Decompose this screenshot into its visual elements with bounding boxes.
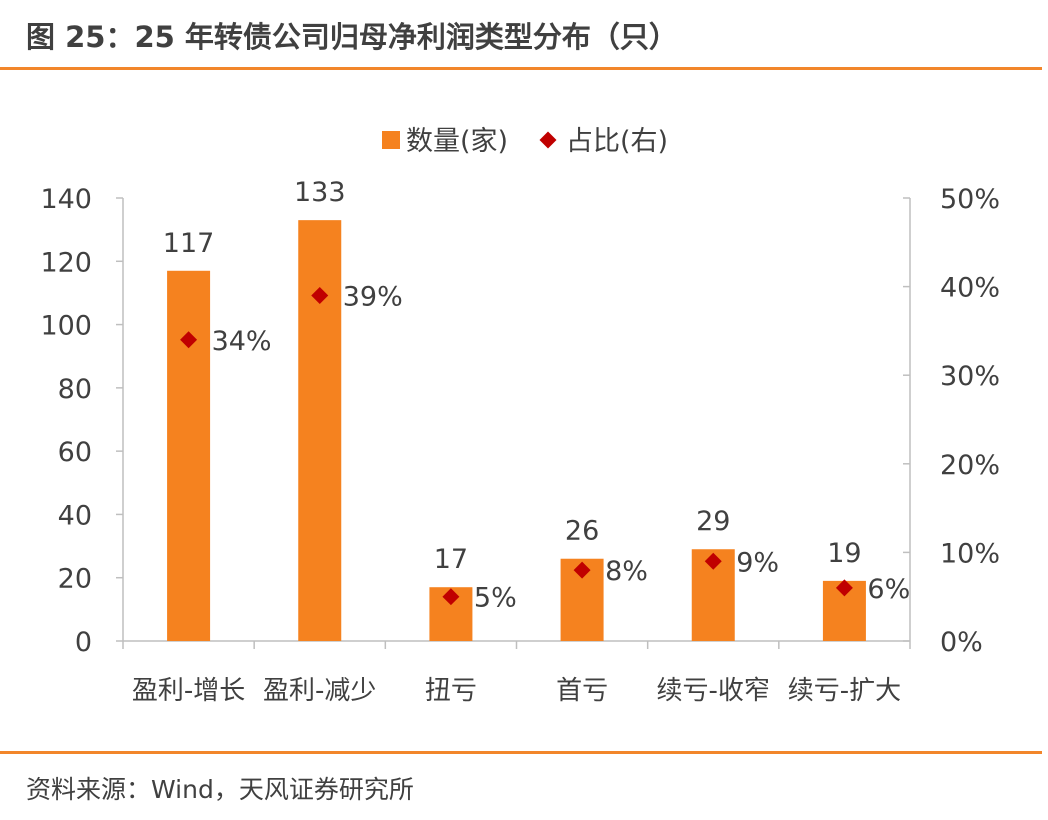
y-left-tick-label: 20	[58, 564, 92, 595]
share-data-label: 39%	[343, 281, 403, 312]
bar	[298, 220, 342, 641]
bar-data-label: 17	[434, 544, 468, 575]
y-right-tick-label: 40%	[940, 273, 1000, 304]
bar-data-label: 26	[565, 516, 599, 547]
y-right-tick-label: 0%	[940, 627, 983, 658]
x-category-label: 首亏	[556, 676, 608, 706]
share-point	[180, 331, 198, 349]
share-data-label: 34%	[212, 326, 272, 357]
y-right-tick-label: 20%	[940, 450, 1000, 481]
bar-data-label: 133	[294, 177, 346, 208]
share-point	[442, 588, 460, 606]
bar-data-label: 19	[827, 538, 861, 569]
chart-canvas: 0 20 40 60 80 100 120 140 0% 10% 20% 30% 40% 50% 117 34…	[40, 126, 1000, 706]
legend-point-label: 占比(右)	[566, 126, 668, 157]
share-data-label: 6%	[867, 574, 910, 605]
bar	[167, 270, 211, 641]
y-right-tick-label: 10%	[940, 538, 1000, 569]
y-left-tick-label: 40	[58, 500, 92, 531]
title-divider	[0, 67, 1042, 70]
legend-point-swatch	[539, 131, 557, 149]
share-data-label: 5%	[474, 583, 517, 614]
share-point	[704, 552, 722, 570]
x-category-label: 续亏-扩大	[788, 676, 901, 706]
y-right-tick-label: 30%	[940, 361, 1000, 392]
share-point	[573, 561, 591, 579]
y-right-tick-label: 50%	[940, 184, 1000, 215]
share-data-label: 9%	[736, 547, 779, 578]
share-data-label: 8%	[605, 556, 648, 587]
share-point	[835, 579, 853, 597]
legend-bar-swatch	[382, 131, 400, 149]
y-left-tick-label: 100	[40, 311, 92, 342]
legend-bar-label: 数量(家)	[406, 126, 508, 157]
share-point	[311, 286, 329, 304]
y-left-tick-label: 80	[58, 374, 92, 405]
x-category-label: 盈利-增长	[132, 676, 245, 706]
y-left-tick-label: 140	[40, 184, 92, 215]
source-note: 资料来源：Wind，天风证券研究所	[26, 775, 414, 804]
x-category-label: 扭亏	[425, 676, 477, 706]
bar-data-label: 29	[696, 506, 730, 537]
chart-title: 图 25：25 年转债公司归母净利润类型分布（只）	[26, 20, 678, 54]
bar-data-label: 117	[163, 228, 215, 259]
y-left-tick-label: 120	[40, 247, 92, 278]
y-left-tick-label: 0	[75, 627, 92, 658]
x-category-label: 盈利-减少	[263, 676, 376, 706]
y-left-tick-label: 60	[58, 437, 92, 468]
x-category-label: 续亏-收窄	[657, 676, 770, 706]
source-divider	[0, 751, 1042, 754]
